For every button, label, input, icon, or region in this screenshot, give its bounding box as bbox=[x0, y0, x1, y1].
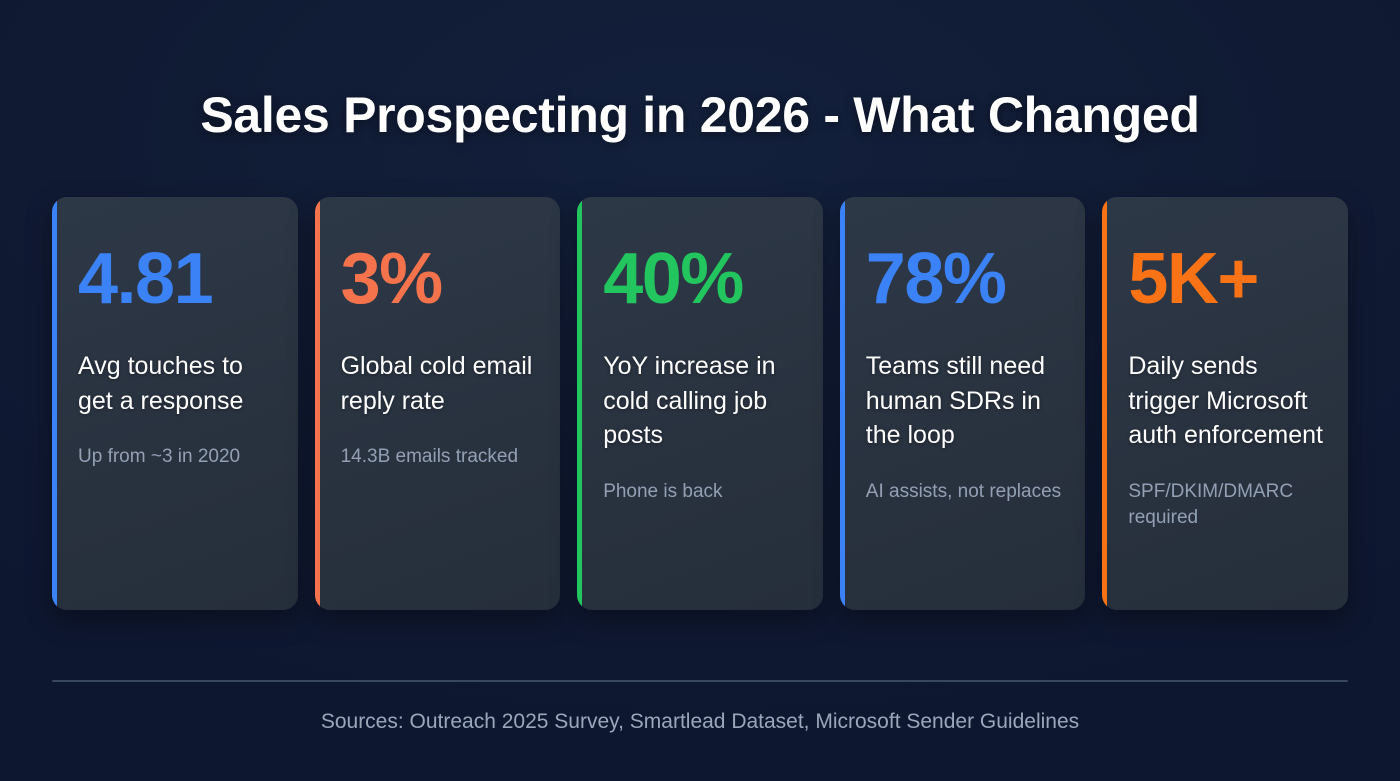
footer-divider bbox=[52, 680, 1348, 682]
card-accent-bar bbox=[314, 197, 320, 610]
stat-sublabel: AI assists, not replaces bbox=[865, 480, 1062, 502]
stat-card: 78% Teams still need human SDRs in the l… bbox=[839, 197, 1086, 610]
card-accent-bar bbox=[52, 197, 57, 610]
stat-sublabel: Phone is back bbox=[603, 480, 723, 502]
card-accent-bar bbox=[1102, 197, 1108, 610]
sources-text: Sources: Outreach 2025 Survey, Smartlead… bbox=[320, 710, 1080, 733]
stat-value: 4.81 bbox=[78, 239, 214, 319]
stat-label: Avg touches to get a response bbox=[78, 352, 244, 415]
card-accent-bar bbox=[577, 197, 583, 610]
stat-value: 3% bbox=[340, 239, 444, 319]
stat-sublabel: SPF/DKIM/DMARC required bbox=[1128, 480, 1294, 528]
stat-sublabel: Up from ~3 in 2020 bbox=[78, 446, 241, 467]
title-container: Sales Prospecting in 2026 - What Changed bbox=[0, 54, 1400, 176]
stat-sublabel: 14.3B emails tracked bbox=[340, 446, 519, 467]
stat-label: Global cold email reply rate bbox=[340, 352, 533, 415]
stat-label: Daily sends trigger Microsoft auth enfor… bbox=[1128, 352, 1323, 449]
stat-value: 40% bbox=[603, 239, 744, 319]
stat-card: 40% YoY increase in cold calling job pos… bbox=[577, 197, 823, 610]
stat-card: 4.81 Avg touches to get a response Up fr… bbox=[52, 197, 298, 610]
stat-card: 5K+ Daily sends trigger Microsoft auth e… bbox=[1102, 197, 1348, 610]
stat-card-row: 4.81 Avg touches to get a response Up fr… bbox=[52, 197, 1348, 610]
stat-value: 5K+ bbox=[1128, 239, 1259, 319]
stat-value: 78% bbox=[865, 239, 1007, 319]
stat-card: 3% Global cold email reply rate 14.3B em… bbox=[314, 197, 561, 610]
footer-container: Sources: Outreach 2025 Survey, Smartlead… bbox=[0, 709, 1400, 734]
page-title: Sales Prospecting in 2026 - What Changed bbox=[200, 86, 1200, 143]
card-accent-bar bbox=[839, 197, 845, 610]
stat-label: Teams still need human SDRs in the loop bbox=[865, 352, 1046, 449]
stat-label: YoY increase in cold calling job posts bbox=[603, 352, 776, 449]
